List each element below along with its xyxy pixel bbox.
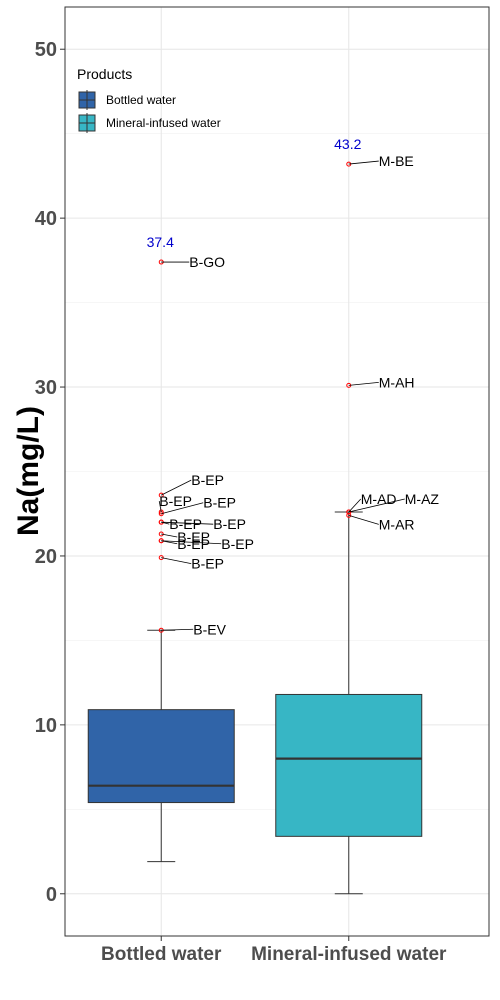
y-tick-label: 40 [35, 208, 57, 230]
x-tick-label: Mineral-infused water [251, 944, 447, 965]
y-tick-label: 50 [35, 39, 57, 61]
outlier-label: M-BE [379, 153, 414, 169]
outlier-label: B-EP [177, 536, 210, 552]
outlier-label: B-EP [213, 516, 246, 532]
y-tick-label: 20 [35, 546, 57, 568]
max-value-label: 43.2 [334, 136, 361, 152]
y-tick-label: 30 [35, 377, 57, 399]
outlier-label: M-AR [379, 516, 415, 532]
outlier-label: B-EV [193, 621, 226, 637]
outlier-label: M-AH [379, 374, 415, 390]
outlier-label: B-GO [189, 254, 225, 270]
box-iqr [88, 710, 234, 803]
legend-title: Products [77, 66, 132, 82]
x-tick-label: Bottled water [101, 944, 222, 965]
outlier-label: B-EP [191, 472, 224, 488]
outlier-label: B-EP [221, 536, 254, 552]
box-iqr [276, 694, 422, 836]
outlier-label: M-AZ [405, 491, 440, 507]
outlier-label: M-AD [361, 491, 397, 507]
y-axis-title: Na(mg/L) [12, 406, 45, 536]
max-value-label: 37.4 [147, 234, 174, 250]
y-tick-label: 10 [35, 715, 57, 737]
legend-entry-label: Mineral-infused water [106, 116, 221, 130]
y-tick-label: 0 [46, 884, 57, 906]
legend-entry-label: Bottled water [106, 93, 176, 107]
outlier-label: B-EP [203, 495, 236, 511]
outlier-label: B-EP [191, 556, 224, 572]
